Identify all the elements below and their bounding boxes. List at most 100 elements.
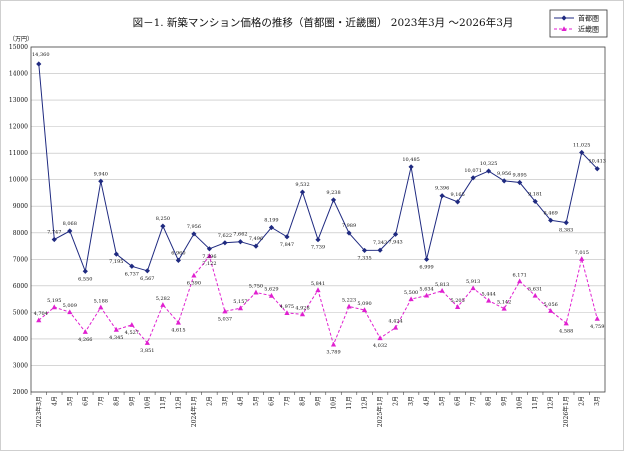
- data-label: 10,485: [402, 157, 420, 163]
- data-point-diamond: [237, 239, 244, 245]
- data-point-diamond: [175, 257, 181, 263]
- data-label: 5,223: [342, 297, 356, 303]
- data-label: 7,122: [202, 261, 216, 267]
- data-point-triangle: [594, 315, 600, 321]
- x-tick-label: 9月: [129, 396, 136, 406]
- x-tick-label: 2024年1月: [190, 396, 198, 427]
- data-point-triangle: [579, 256, 585, 261]
- data-label: 9,895: [513, 172, 527, 178]
- data-label: 4,032: [373, 343, 387, 349]
- data-point-diamond: [377, 247, 383, 253]
- data-label: 7,396: [202, 254, 216, 260]
- data-label: 4,975: [280, 304, 294, 310]
- data-point-triangle: [51, 304, 57, 310]
- data-label: 4,424: [388, 319, 402, 325]
- y-tick-label: 12000: [9, 124, 28, 131]
- x-tick-label: 7月: [284, 396, 291, 406]
- x-tick-label: 8月: [486, 396, 493, 406]
- x-tick-label: 2月: [393, 396, 400, 406]
- legend-marker-triangle: [561, 26, 567, 31]
- data-point-diamond: [486, 168, 492, 174]
- data-label: 5,500: [404, 290, 418, 296]
- data-label: 3,851: [140, 348, 154, 354]
- data-point-diamond: [67, 228, 73, 234]
- x-tick-label: 11月: [532, 396, 539, 410]
- data-label: 5,634: [419, 287, 433, 293]
- series-line-1: [38, 255, 598, 347]
- data-label: 5,205: [450, 298, 464, 304]
- chart-title: 図－1. 新築マンション価格の推移（首都圏・近畿圏） 2023年3月 ～2026…: [133, 16, 514, 29]
- data-label: 6,960: [171, 250, 185, 256]
- data-point-triangle: [113, 326, 119, 332]
- data-point-diamond: [346, 230, 352, 236]
- data-label: 8,469: [544, 210, 558, 216]
- data-label: 5,631: [528, 287, 542, 293]
- x-tick-label: 12月: [175, 396, 182, 410]
- data-label: 11,025: [573, 142, 591, 148]
- data-point-triangle: [517, 278, 523, 284]
- data-point-triangle: [330, 341, 337, 347]
- data-point-triangle: [129, 322, 135, 327]
- data-point-triangle: [470, 285, 476, 291]
- data-point-diamond: [253, 243, 259, 249]
- data-label: 9,181: [528, 191, 542, 197]
- data-point-diamond: [144, 268, 150, 274]
- data-label: 7,943: [388, 239, 402, 245]
- x-tick-label: 5月: [253, 396, 260, 406]
- data-label: 14,360: [32, 52, 50, 58]
- data-label: 7,496: [249, 236, 263, 242]
- y-tick-label: 6000: [13, 283, 28, 290]
- data-point-diamond: [51, 236, 57, 243]
- data-label: 10,325: [480, 161, 498, 167]
- data-label: 7,622: [218, 233, 232, 239]
- data-point-triangle: [67, 309, 73, 315]
- data-label: 5,195: [47, 298, 61, 304]
- data-point-triangle: [160, 302, 166, 307]
- data-point-diamond: [408, 164, 414, 170]
- legend-box: [549, 9, 608, 38]
- x-tick-label: 2023年3月: [35, 396, 43, 427]
- data-label: 5,157: [233, 299, 247, 305]
- data-point-triangle: [392, 324, 399, 330]
- x-tick-label: 9月: [315, 396, 322, 406]
- legend-label: 近畿圏: [578, 25, 599, 34]
- y-tick-label: 15000: [9, 44, 28, 51]
- data-label: 8,199: [264, 217, 278, 223]
- x-tick-label: 6月: [455, 396, 462, 406]
- data-label: 7,847: [280, 242, 294, 248]
- data-point-diamond: [315, 237, 321, 243]
- series-layer: [36, 61, 600, 347]
- data-point-triangle: [548, 308, 554, 313]
- data-point-triangle: [237, 305, 244, 311]
- data-label: 5,009: [63, 303, 77, 309]
- data-label: 7,956: [187, 224, 201, 230]
- x-tick-label: 2025年1月: [376, 396, 384, 427]
- data-label: 7,015: [575, 250, 589, 256]
- data-label: 7,989: [342, 223, 356, 229]
- data-label: 10,413: [588, 159, 606, 165]
- data-label: 8,383: [559, 228, 573, 234]
- axes: 2000 3000 4000 5000 6000 7000 8000 9000 10000 110…: [9, 44, 606, 427]
- data-point-diamond: [361, 247, 368, 254]
- y-tick-label: 13000: [9, 97, 28, 104]
- data-label: 7,739: [311, 245, 325, 251]
- data-point-diamond: [268, 224, 275, 231]
- data-label: 7,662: [233, 232, 247, 238]
- data-point-diamond: [455, 199, 461, 205]
- x-tick-label: 11月: [346, 396, 353, 410]
- data-point-triangle: [268, 292, 275, 298]
- data-point-triangle: [253, 289, 259, 295]
- y-tick-label: 7000: [13, 256, 28, 263]
- data-point-diamond: [160, 223, 166, 229]
- x-tick-label: 8月: [299, 396, 306, 406]
- data-point-triangle: [501, 305, 507, 311]
- data-label: 5,629: [264, 287, 278, 293]
- y-tick-label: 5000: [13, 309, 28, 316]
- data-label: 5,142: [497, 300, 511, 306]
- data-label: 4,704: [34, 311, 48, 317]
- data-point-diamond: [222, 240, 228, 246]
- data-point-triangle: [361, 307, 368, 312]
- data-point-diamond: [299, 189, 306, 195]
